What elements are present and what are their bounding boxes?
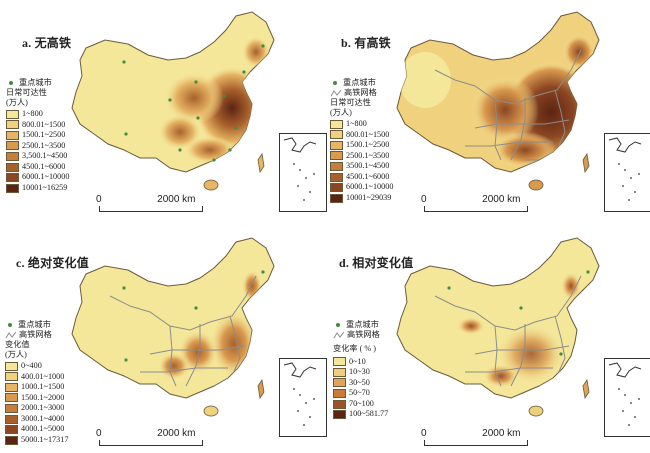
legend-rail-marker: 高铁网格 <box>5 330 68 340</box>
south-china-sea-inset-d <box>604 358 650 437</box>
legend-city-marker: 重点城市 <box>5 320 68 330</box>
legend-b: 重点城市 高铁网格 日常可达性 (万人) 1~800 800.01~1500 1… <box>330 78 393 204</box>
legend-class: 3,500.1~4500 <box>6 151 69 162</box>
hainan-island <box>203 405 219 417</box>
hainan-island <box>528 405 544 417</box>
legend-class: 4000.1~5000 <box>5 424 68 435</box>
legend-class: 2500.1~3500 <box>330 151 393 162</box>
rail-line-icon <box>330 89 342 97</box>
south-china-sea-inset-c <box>279 358 327 437</box>
rail-line-icon <box>5 331 17 339</box>
legend-title-line1: 变化值 <box>5 340 30 349</box>
taiwan-island <box>257 152 265 174</box>
legend-class: 30~50 <box>333 378 388 389</box>
legend-class: 1500.1~2000 <box>5 393 68 404</box>
taiwan-island <box>582 378 590 400</box>
legend-class: 2500.1~3500 <box>6 141 69 152</box>
legend-class: 70~100 <box>333 399 388 410</box>
city-dot-icon <box>8 323 12 327</box>
legend-class: 800.01~1500 <box>6 119 69 130</box>
legend-title-line1: 日常可达性 <box>6 88 47 97</box>
legend-rail-marker: 高铁网格 <box>330 88 393 98</box>
legend-class: 4500.1~6000 <box>6 162 69 173</box>
panel-title-c: c. 绝对变化值 <box>16 256 89 270</box>
hainan-island <box>528 179 544 191</box>
legend-class: 50~70 <box>333 388 388 399</box>
city-markers <box>122 270 265 362</box>
legend-title-line1: 日常可达性 <box>330 98 371 107</box>
legend-class: 10001~16259 <box>6 183 69 194</box>
legend-title-line2: (万人) <box>330 108 352 118</box>
legend-city-marker: 重点城市 <box>333 320 388 330</box>
legend-class: 1~800 <box>330 119 393 130</box>
map-d <box>396 237 600 417</box>
panel-title-b: b. 有高铁 <box>341 36 391 50</box>
legend-city-marker: 重点城市 <box>330 78 393 88</box>
legend-title-line1: 变化率 ( % ) <box>333 344 376 353</box>
panel-title-a: a. 无高铁 <box>22 36 72 50</box>
hainan-island <box>203 179 219 191</box>
taiwan-island <box>582 152 590 174</box>
legend-class: 1~800 <box>6 109 69 120</box>
legend-city-marker: 重点城市 <box>6 78 69 88</box>
hsr-network-c <box>109 275 257 387</box>
legend-d: 重点城市 高铁网格 变化率 ( % ) 0~10 10~30 30~50 50~… <box>333 320 388 420</box>
map-b <box>396 11 600 191</box>
legend-class: 4500.1~6000 <box>330 172 393 183</box>
panel-title-d: d. 相对变化值 <box>339 256 414 270</box>
legend-class: 0~10 <box>333 356 388 367</box>
legend-title-line2: (万人) <box>6 98 28 108</box>
panel-c: c. 绝对变化值 重点城市 高铁网格 变化值 (万人) 0~400 400.01… <box>0 226 327 452</box>
taiwan-island <box>257 378 265 400</box>
legend-class: 100~581.77 <box>333 409 388 420</box>
panel-a: a. 无高铁 重点城市 日常可达性 (万人) 1~800 800.01~1500… <box>0 0 327 226</box>
rail-line-icon <box>333 331 345 339</box>
legend-class: 3500.1~4500 <box>330 161 393 172</box>
legend-a: 重点城市 日常可达性 (万人) 1~800 800.01~1500 1500.1… <box>6 78 69 194</box>
hsr-network-b <box>434 49 582 161</box>
city-dot-icon <box>336 323 340 327</box>
city-markers <box>122 44 265 162</box>
legend-class: 10001~29039 <box>330 193 393 204</box>
legend-title-line2: (万人) <box>5 350 27 360</box>
legend-class: 6000.1~10000 <box>6 172 69 183</box>
legend-class: 3000.1~4000 <box>5 414 68 425</box>
panel-d: d. 相对变化值 重点城市 高铁网格 变化率 ( % ) 0~10 10~30 … <box>325 226 650 452</box>
legend-class: 5000.1~17317 <box>5 435 68 446</box>
legend-class: 10~30 <box>333 367 388 378</box>
legend-c: 重点城市 高铁网格 变化值 (万人) 0~400 400.01~1000 100… <box>5 320 68 446</box>
map-c <box>71 237 275 417</box>
legend-class: 400.01~1000 <box>5 371 68 382</box>
legend-class: 1500.1~2500 <box>6 130 69 141</box>
legend-class: 6000.1~10000 <box>330 182 393 193</box>
legend-class: 800.01~1500 <box>330 129 393 140</box>
legend-rail-marker: 高铁网格 <box>333 330 388 340</box>
map-a <box>71 11 275 191</box>
south-china-sea-inset-a <box>279 133 327 212</box>
legend-class: 0~400 <box>5 361 68 372</box>
legend-class: 1000.1~1500 <box>5 382 68 393</box>
city-dot-icon <box>9 81 13 85</box>
city-markers <box>447 270 590 356</box>
city-dot-icon <box>333 81 337 85</box>
panel-b: b. 有高铁 重点城市 高铁网格 日常可达性 (万人) 1~800 800.01… <box>325 0 650 226</box>
legend-class: 2000.1~3000 <box>5 403 68 414</box>
south-china-sea-inset-b <box>604 133 650 212</box>
legend-class: 1500.1~2500 <box>330 140 393 151</box>
